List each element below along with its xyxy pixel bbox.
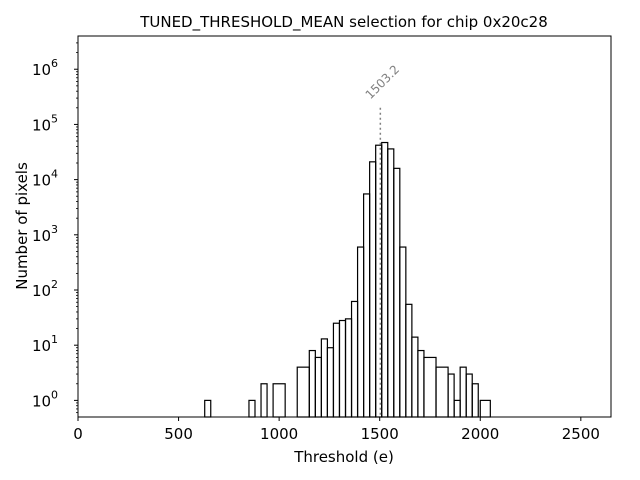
histogram-bar (405, 303, 413, 418)
histogram-bar (471, 383, 479, 418)
y-tick-exponent: 1 (51, 333, 58, 346)
y-tick-label: 104 (32, 168, 58, 190)
y-tick-exponent: 4 (51, 168, 58, 181)
x-tick-label: 0 (73, 425, 83, 443)
y-tick-label: 102 (32, 278, 58, 300)
histogram-bar (435, 366, 449, 418)
y-tick-exponent: 5 (51, 112, 58, 125)
histogram-bar (381, 141, 389, 418)
histogram-bar (272, 383, 286, 418)
histogram-bars (204, 141, 491, 418)
y-tick-label: 101 (32, 333, 58, 355)
y-tick-base: 10 (32, 172, 51, 190)
x-tick-label: 500 (164, 425, 193, 443)
histogram-bar (453, 399, 461, 418)
x-axis: 0 500 1000 1500 2000 2500 (73, 417, 600, 443)
y-tick-base: 10 (32, 282, 51, 300)
histogram-bar (248, 399, 256, 418)
histogram-bar (375, 144, 383, 418)
histogram-bar (204, 399, 212, 418)
histogram-bar (338, 319, 347, 418)
y-axis-label: Number of pixels (13, 162, 31, 290)
mean-label: 1503.2 (363, 62, 403, 102)
y-tick-exponent: 0 (51, 388, 58, 401)
histogram-bar (356, 246, 365, 418)
plot-frame (77, 35, 612, 418)
histogram-bar (393, 167, 401, 418)
y-tick-label: 105 (32, 112, 58, 134)
y-tick-label: 103 (32, 223, 58, 245)
x-tick-label: 1500 (361, 425, 399, 443)
y-tick-exponent: 3 (51, 223, 58, 236)
y-tick-base: 10 (32, 227, 51, 245)
y-tick-label: 106 (32, 57, 58, 79)
histogram-bar (308, 349, 316, 418)
histogram-bar (411, 336, 419, 418)
chart-title: TUNED_THRESHOLD_MEAN selection for chip … (139, 13, 548, 32)
y-tick-base: 10 (32, 61, 51, 79)
histogram-bar (447, 373, 455, 418)
histogram-bar (332, 322, 341, 418)
y-tick-base: 10 (32, 392, 51, 410)
histogram-bar (320, 338, 329, 418)
mean-marker: 1503.2 (363, 62, 403, 417)
x-tick-label: 2500 (562, 425, 600, 443)
x-tick-label: 2000 (461, 425, 499, 443)
x-axis-label: Threshold (e) (293, 448, 394, 466)
x-tick-label: 1000 (260, 425, 298, 443)
histogram-bar (350, 300, 359, 418)
histogram-bar (344, 318, 353, 418)
histogram-bar (479, 399, 491, 418)
histogram-bar (423, 356, 437, 418)
histogram-bar (417, 349, 425, 418)
histogram-bar (465, 373, 473, 418)
histogram-bar (459, 366, 467, 418)
histogram-bar (363, 193, 371, 418)
y-tick-base: 10 (32, 116, 51, 134)
histogram-bar (326, 347, 335, 418)
histogram-bar (260, 383, 268, 418)
y-tick-base: 10 (32, 337, 51, 355)
y-tick-label: 100 (32, 388, 58, 410)
y-tick-exponent: 6 (51, 57, 58, 70)
y-tick-exponent: 2 (51, 278, 58, 291)
histogram-bar (369, 161, 377, 418)
histogram-bar (314, 356, 322, 418)
histogram-bar (296, 366, 310, 418)
histogram-bar (399, 246, 407, 418)
histogram-bar (387, 148, 395, 418)
